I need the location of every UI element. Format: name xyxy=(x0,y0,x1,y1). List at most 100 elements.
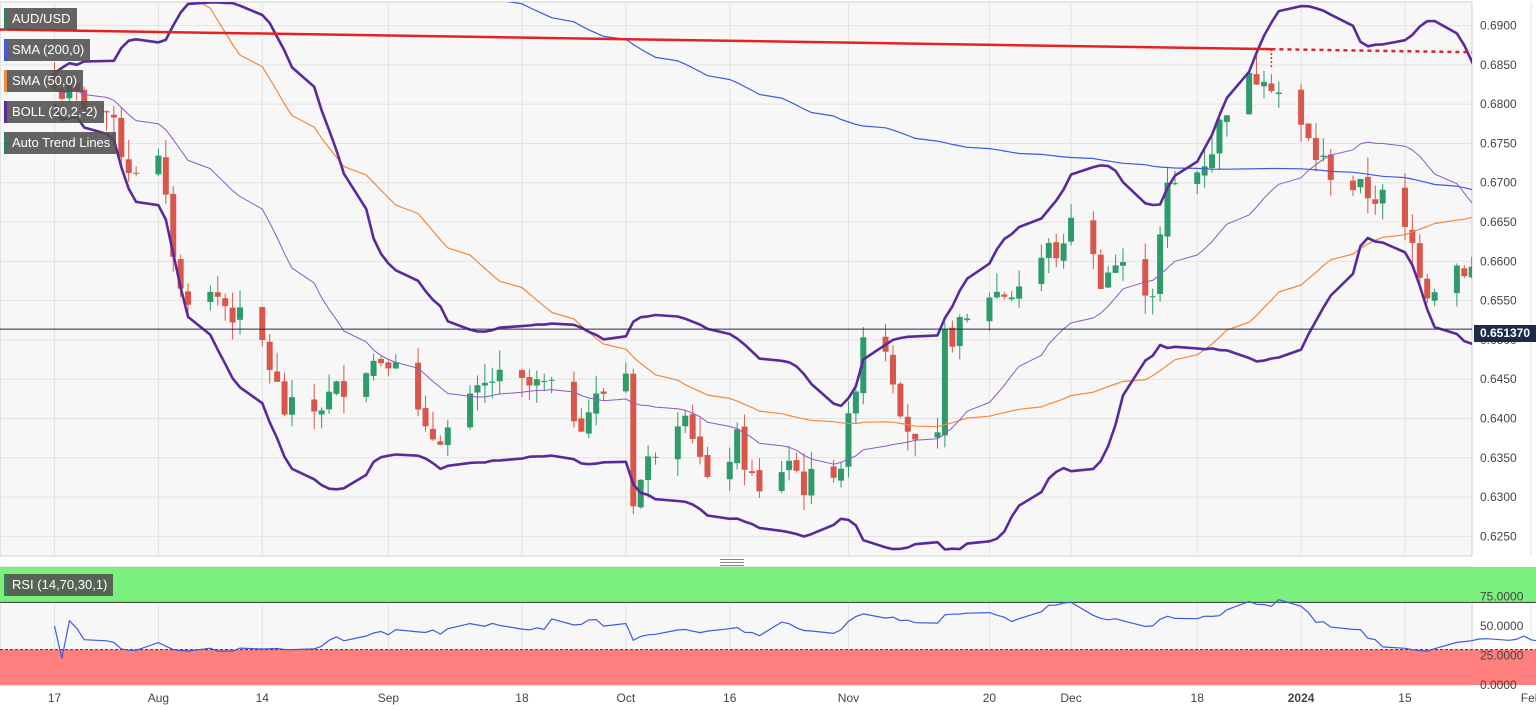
candle-body-132 xyxy=(1417,243,1423,278)
candle-body-134 xyxy=(1432,292,1438,301)
y-tick-label-8: 0.6650 xyxy=(1480,215,1517,229)
x-tick-label-11: 2024 xyxy=(1288,691,1315,705)
candle-body-32 xyxy=(378,359,384,363)
candle-body-137 xyxy=(1469,267,1475,277)
candle-body-53 xyxy=(593,394,599,414)
candle-body-95 xyxy=(1038,258,1044,284)
x-tick-label-12: 15 xyxy=(1398,691,1412,705)
candle-body-113 xyxy=(1216,120,1222,154)
rsi-y-tick-label-0: 75.0000 xyxy=(1480,590,1524,604)
x-tick-label-13: Feb xyxy=(1521,691,1536,705)
x-tick-label-5: Oct xyxy=(617,691,636,705)
x-tick-label-8: 20 xyxy=(983,691,997,705)
candle-body-107 xyxy=(1157,234,1163,294)
x-tick-label-3: Sep xyxy=(378,691,400,705)
last-price-tag: 0.651370 xyxy=(1474,325,1536,342)
candle-body-128 xyxy=(1372,199,1378,204)
candle-body-51 xyxy=(578,418,584,431)
candle-body-6 xyxy=(111,115,117,118)
indicator-label-sma50[interactable]: SMA (50,0) xyxy=(4,70,83,92)
candle-body-22 xyxy=(274,371,280,381)
candle-body-54 xyxy=(601,391,607,393)
candle-body-82 xyxy=(897,384,903,417)
rsi-overbought-zone xyxy=(0,567,1536,602)
candle-body-48 xyxy=(541,381,547,382)
candle-body-135 xyxy=(1454,266,1460,294)
candle-body-42 xyxy=(482,383,488,386)
candle-body-116 xyxy=(1254,74,1260,85)
candle-body-98 xyxy=(1061,243,1067,260)
x-tick-label-9: Dec xyxy=(1060,691,1081,705)
candle-body-17 xyxy=(222,298,228,306)
candle-body-141 xyxy=(1513,272,1519,283)
y-tick-label-4: 0.6450 xyxy=(1480,372,1517,386)
candle-body-99 xyxy=(1068,218,1074,242)
candle-body-129 xyxy=(1380,190,1386,204)
candle-body-63 xyxy=(697,437,703,457)
candle-body-50 xyxy=(571,382,577,422)
candle-body-114 xyxy=(1224,115,1230,122)
candle-body-104 xyxy=(1120,262,1126,266)
symbol-label[interactable]: AUD/USD xyxy=(4,8,77,30)
rsi-oversold-zone xyxy=(0,650,1536,685)
indicator-label-rsi[interactable]: RSI (14,70,30,1) xyxy=(4,574,113,596)
candle-body-20 xyxy=(259,307,265,340)
candle-body-142 xyxy=(1521,270,1527,282)
x-tick-label-6: 16 xyxy=(723,691,737,705)
candle-body-25 xyxy=(311,399,317,411)
candle-body-21 xyxy=(267,342,273,370)
y-tick-label-7: 0.6600 xyxy=(1480,254,1517,268)
pane-divider-handle[interactable] xyxy=(720,557,744,565)
candle-body-111 xyxy=(1202,166,1208,175)
candle-body-31 xyxy=(371,361,377,376)
y-tick-label-3: 0.6400 xyxy=(1480,411,1517,425)
candle-body-81 xyxy=(890,355,896,385)
indicator-label-sma200[interactable]: SMA (200,0) xyxy=(4,39,90,61)
rsi-y-tick-label-2: 25.0000 xyxy=(1480,649,1524,663)
candle-body-30 xyxy=(363,373,369,397)
candle-body-68 xyxy=(749,471,755,473)
candle-body-49 xyxy=(549,380,555,381)
candle-body-64 xyxy=(704,455,710,477)
candle-body-18 xyxy=(230,308,236,323)
candle-body-59 xyxy=(653,457,659,458)
candle-body-27 xyxy=(326,392,332,410)
candle-body-139 xyxy=(1484,269,1490,277)
indicator-label-trendlines[interactable]: Auto Trend Lines xyxy=(4,132,116,154)
candle-body-105 xyxy=(1142,259,1148,295)
rsi-y-tick-label-3: 0.0000 xyxy=(1480,678,1517,692)
y-tick-label-13: 0.6900 xyxy=(1480,19,1517,33)
candle-body-60 xyxy=(675,426,681,459)
indicator-label-boll[interactable]: BOLL (20,2,-2) xyxy=(4,101,104,123)
candle-body-86 xyxy=(942,329,948,436)
candle-body-19 xyxy=(237,307,243,319)
candle-body-62 xyxy=(690,414,696,439)
candle-body-130 xyxy=(1402,188,1408,227)
candle-body-71 xyxy=(786,461,792,470)
candle-body-72 xyxy=(794,460,800,471)
candle-body-33 xyxy=(385,362,391,368)
candle-body-125 xyxy=(1350,181,1356,190)
y-tick-label-2: 0.6350 xyxy=(1480,451,1517,465)
rsi-y-tick-label-1: 50.0000 xyxy=(1480,619,1524,633)
candle-body-44 xyxy=(497,370,503,381)
x-tick-label-1: Aug xyxy=(148,691,169,705)
candle-body-45 xyxy=(519,370,525,378)
candle-body-46 xyxy=(526,377,532,386)
candle-body-85 xyxy=(935,432,941,437)
candle-body-23 xyxy=(282,381,288,414)
candle-body-58 xyxy=(645,456,651,480)
candle-body-43 xyxy=(489,382,495,383)
candle-body-14 xyxy=(185,291,191,304)
candle-body-90 xyxy=(986,298,992,322)
candle-body-36 xyxy=(423,408,429,426)
candle-body-120 xyxy=(1298,90,1304,125)
candle-body-119 xyxy=(1276,93,1282,95)
candle-body-29 xyxy=(341,381,347,397)
candle-body-39 xyxy=(445,428,451,446)
candle-body-74 xyxy=(808,469,814,496)
candle-body-124 xyxy=(1328,155,1334,180)
candle-body-75 xyxy=(831,466,837,477)
